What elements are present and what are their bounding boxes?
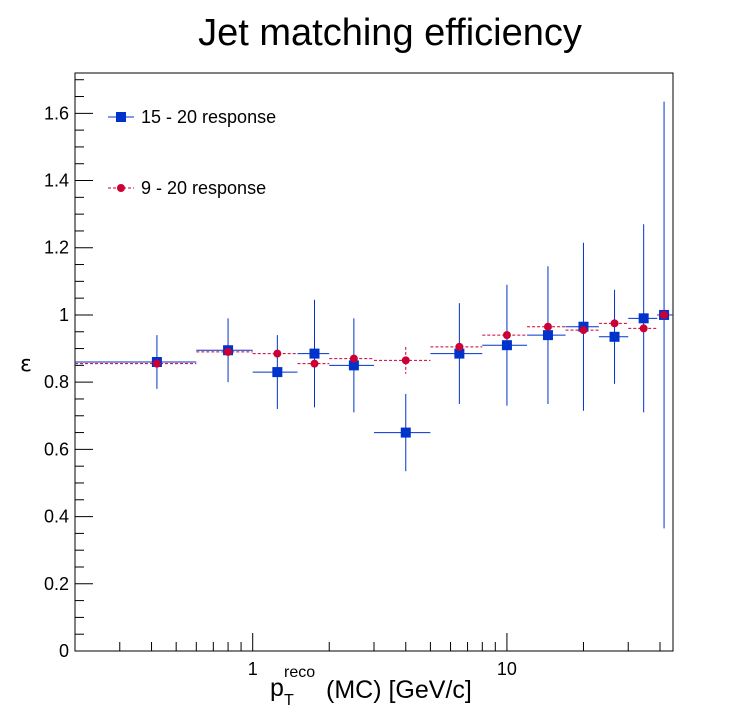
y-tick-label: 1.6 bbox=[44, 103, 69, 123]
y-tick-label: 0.8 bbox=[44, 372, 69, 392]
data-point bbox=[309, 348, 320, 359]
data-point bbox=[579, 326, 588, 335]
legend-marker bbox=[117, 184, 125, 192]
data-point bbox=[609, 331, 620, 342]
x-axis-label-suffix: (MC) [GeV/c] bbox=[326, 676, 472, 704]
data-point bbox=[349, 354, 358, 363]
x-axis-label-superscript: reco bbox=[284, 664, 316, 681]
chart-title: Jet matching efficiency bbox=[198, 12, 582, 54]
data-point bbox=[310, 359, 319, 368]
y-tick-label: 0.6 bbox=[44, 439, 69, 459]
legend: 15 - 20 response 9 - 20 response bbox=[108, 107, 276, 198]
data-point bbox=[348, 360, 359, 371]
data-point bbox=[501, 340, 512, 351]
x-tick-label: 10 bbox=[497, 659, 517, 679]
x-axis-label-subscript: T bbox=[284, 692, 294, 709]
data-point bbox=[610, 319, 619, 328]
axes: 0 0.2 0.4 0.6 0.8 1 1.2 1.4 1.6 1 10 bbox=[44, 79, 661, 679]
data-point bbox=[455, 342, 464, 351]
data-marks bbox=[75, 101, 673, 529]
legend-label: 9 - 20 response bbox=[141, 178, 266, 198]
data-point bbox=[400, 427, 411, 438]
legend-label: 15 - 20 response bbox=[141, 107, 276, 127]
y-tick-label: 1 bbox=[59, 305, 69, 325]
y-tick-label: 1.2 bbox=[44, 238, 69, 258]
y-tick-label: 0 bbox=[59, 641, 69, 661]
data-point bbox=[639, 324, 648, 333]
data-point bbox=[152, 359, 161, 368]
data-point bbox=[401, 356, 410, 365]
y-tick-label: 0.2 bbox=[44, 574, 69, 594]
x-axis-label-base: p bbox=[270, 674, 284, 702]
data-point bbox=[542, 330, 553, 341]
legend-marker bbox=[116, 112, 126, 122]
data-point bbox=[454, 348, 465, 359]
data-point bbox=[273, 349, 282, 358]
y-tick-label: 1.4 bbox=[44, 171, 69, 191]
data-point bbox=[224, 347, 233, 356]
y-tick-label: 0.4 bbox=[44, 507, 69, 527]
data-point bbox=[502, 331, 511, 340]
data-point bbox=[543, 322, 552, 331]
y-axis-label: ε bbox=[20, 352, 32, 377]
data-point bbox=[272, 367, 283, 378]
x-axis-label: p reco T (MC) [GeV/c] bbox=[270, 664, 472, 709]
x-tick-label: 1 bbox=[248, 659, 258, 679]
data-point bbox=[638, 313, 649, 324]
data-point bbox=[660, 310, 669, 319]
